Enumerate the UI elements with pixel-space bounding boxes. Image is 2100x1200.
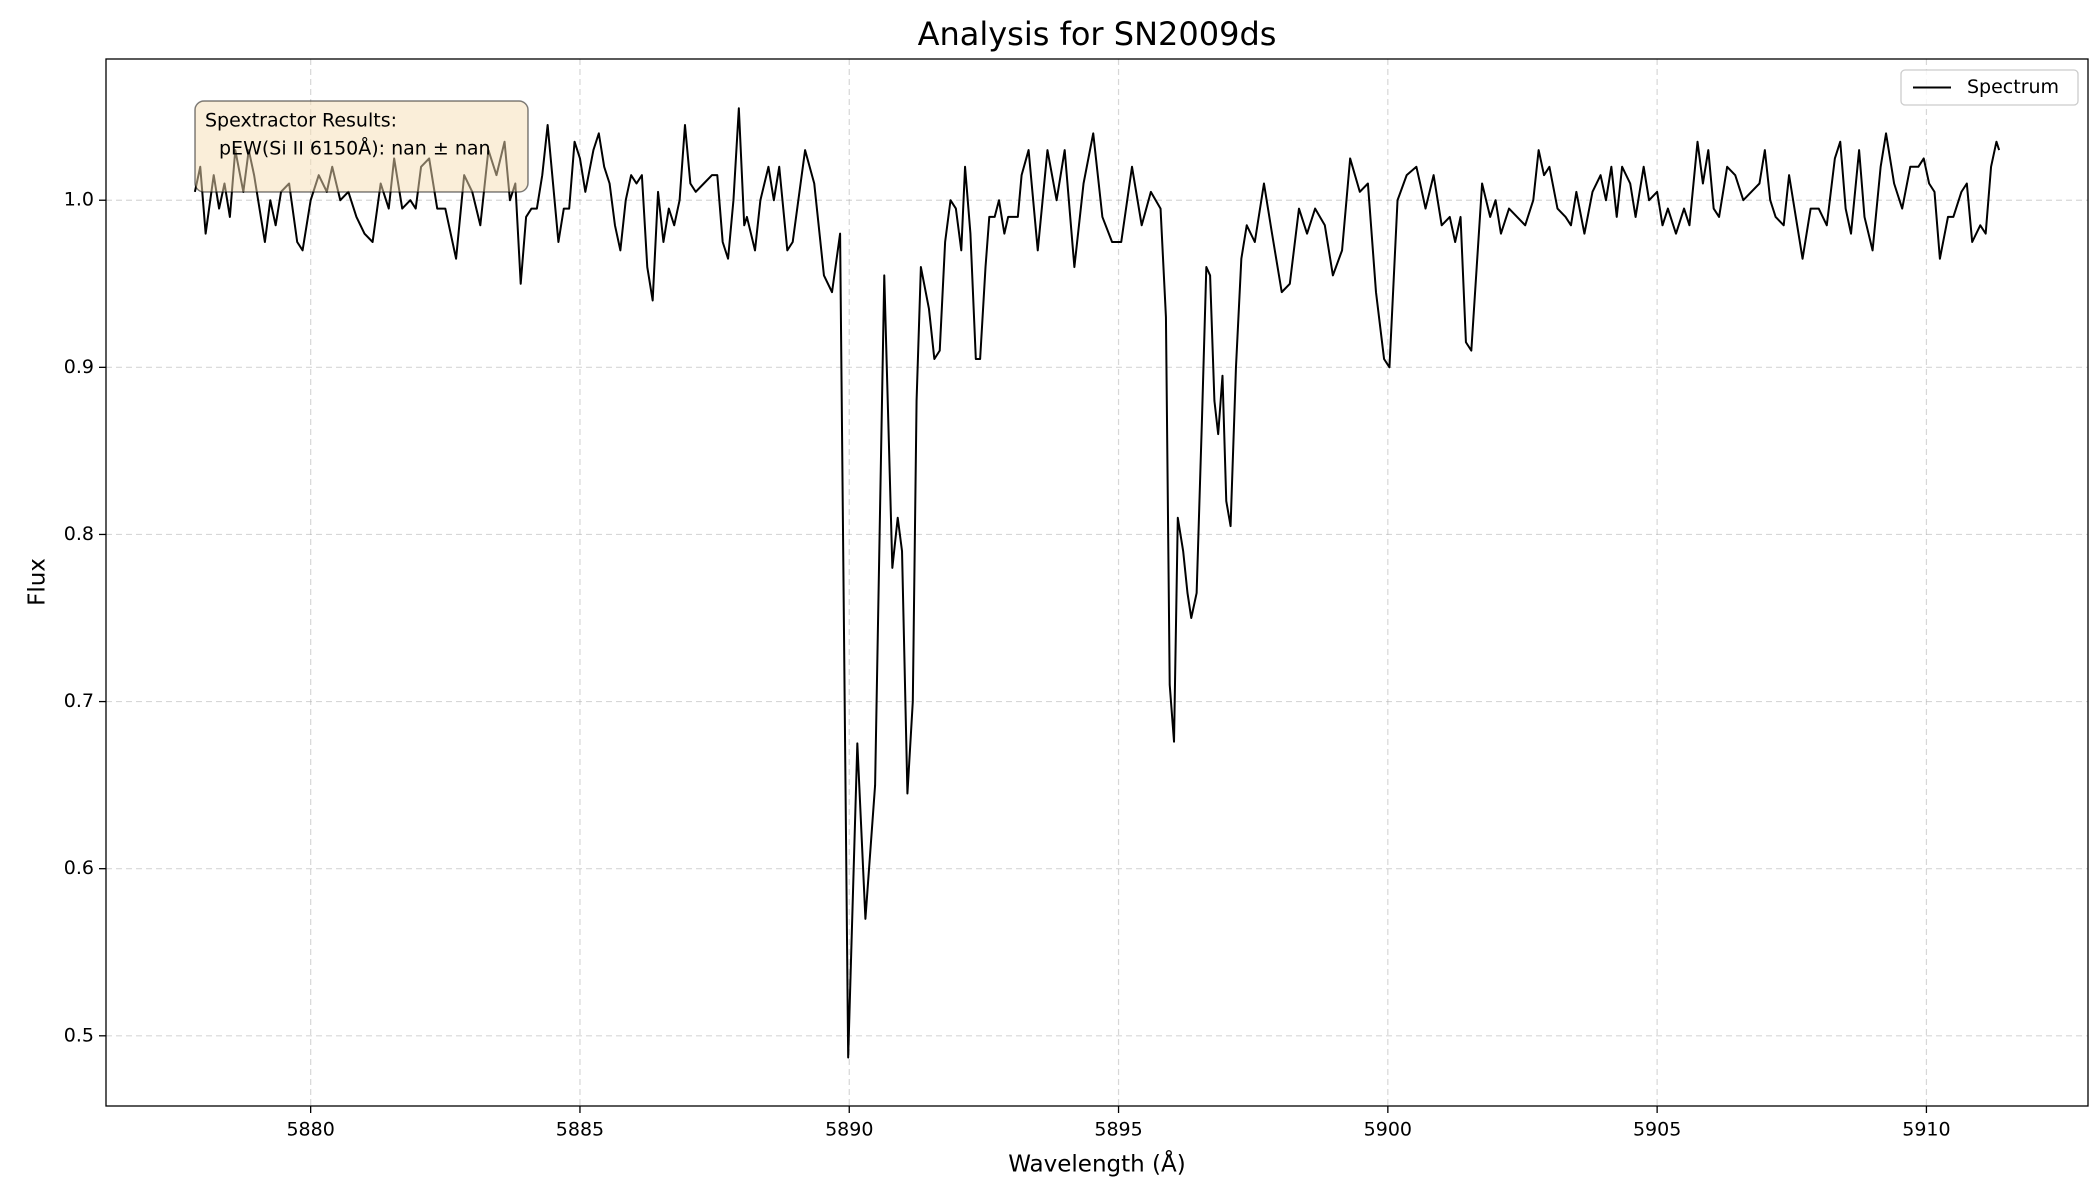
x-tick-label: 5880	[286, 1119, 334, 1141]
y-tick-label: 0.7	[64, 690, 94, 712]
x-tick-label: 5895	[1094, 1119, 1142, 1141]
overlay: Spextractor Results: pEW(Si II 6150Å): na…	[194, 69, 2079, 193]
annotation-box	[194, 100, 529, 193]
x-tick-label: 5900	[1364, 1119, 1412, 1141]
legend-label: Spectrum	[1967, 76, 2059, 98]
grid	[106, 59, 2088, 1106]
x-tick-label: 5890	[825, 1119, 873, 1141]
ticks: 5880 5885 5890 5895 5900 5905 5910 0.5 0.6 0.7 0.8…	[64, 189, 1951, 1141]
annotation-text: pEW(Si II 6150Å): nan ± nan	[219, 137, 491, 160]
x-tick-label: 5885	[556, 1119, 604, 1141]
y-axis-label: Flux	[25, 558, 51, 606]
x-tick-label: 5910	[1902, 1119, 1950, 1141]
y-tick-label: 0.8	[64, 523, 94, 545]
y-tick-label: 1.0	[64, 189, 94, 211]
chart-title: Analysis for SN2009ds	[918, 15, 1277, 53]
y-tick-label: 0.5	[64, 1024, 94, 1046]
legend-box	[1900, 69, 2079, 106]
y-tick-label: 0.9	[64, 356, 94, 378]
axes-frame	[105, 58, 2089, 1107]
x-tick-label: 5905	[1633, 1119, 1681, 1141]
y-tick-label: 0.6	[64, 857, 94, 879]
annotation-text: Spextractor Results:	[205, 110, 397, 132]
x-axis-label: Wavelength (Å)	[1008, 1150, 1185, 1178]
